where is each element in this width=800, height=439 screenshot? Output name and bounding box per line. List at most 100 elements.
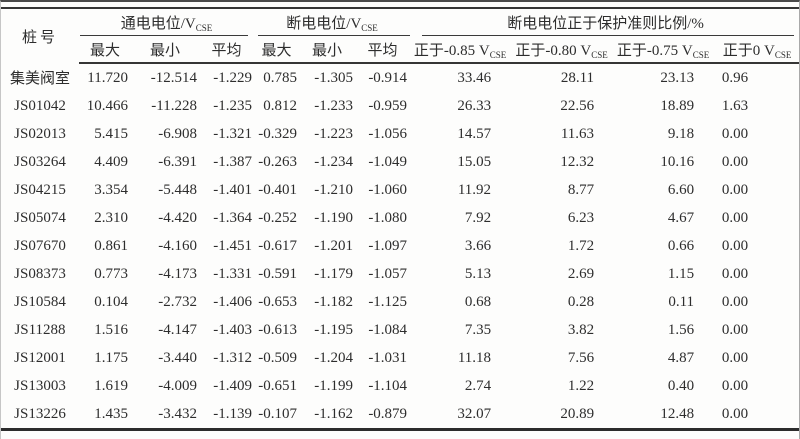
value-cell: 0.773 <box>94 265 128 282</box>
value-cell: 1.72 <box>567 237 595 254</box>
value-cell: 20.89 <box>560 405 595 422</box>
value-cell: 6.60 <box>667 181 695 198</box>
col-header-ratio-080: 正于-0.80 VCSE <box>510 36 614 64</box>
value-cell: -1.125 <box>368 293 408 310</box>
pile-id-cell: JS08373 <box>14 265 66 282</box>
value-cell: 22.56 <box>560 97 595 114</box>
table-row: JS11288 1.516 -4.147 -1.403 -0.613 -1.195 -1.0… <box>1 316 799 344</box>
col-header-off-min: 最小 <box>299 36 356 64</box>
cse-subscript: CSE <box>591 49 608 60</box>
value-cell: 1.516 <box>94 321 128 338</box>
pile-id-cell: JS13226 <box>14 405 66 422</box>
value-cell: 12.32 <box>560 153 595 170</box>
value-cell: 1.63 <box>721 97 749 114</box>
cse-subscript: CSE <box>195 23 213 33</box>
value-cell: 0.00 <box>721 125 749 142</box>
value-cell: 2.310 <box>94 209 128 226</box>
value-cell: 15.05 <box>457 153 492 170</box>
value-cell: -1.199 <box>314 377 354 394</box>
value-cell: 33.46 <box>457 69 492 86</box>
cse-subscript: CSE <box>774 49 792 60</box>
table-row: JS10584 0.104 -2.732 -1.406 -0.653 -1.182 -1.1… <box>1 288 799 316</box>
col-header-ratio-0: 正于0 VCSE <box>713 36 799 64</box>
value-cell: 4.87 <box>667 349 695 366</box>
value-cell: 0.785 <box>263 69 298 86</box>
pile-id-column-header: 桩号 <box>21 29 58 46</box>
value-cell: -0.617 <box>258 237 298 254</box>
value-cell: 9.18 <box>667 125 695 142</box>
value-cell: -0.263 <box>258 153 298 170</box>
pile-id-cell: JS05074 <box>14 209 66 226</box>
table-row: JS05074 2.310 -4.420 -1.364 -0.252 -1.190 -1.0… <box>1 204 799 232</box>
off-potential-group-header: 断电电位/VCSE <box>254 8 411 36</box>
value-cell: -5.448 <box>158 181 197 198</box>
value-cell: -1.031 <box>368 349 408 366</box>
table-row: JS07670 0.861 -4.160 -1.451 -0.617 -1.201 -1.0… <box>1 232 799 260</box>
value-cell: -4.173 <box>158 265 197 282</box>
value-cell: -1.451 <box>213 237 253 254</box>
value-cell: -4.147 <box>158 321 197 338</box>
value-cell: 8.77 <box>567 181 595 198</box>
value-cell: -1.331 <box>213 265 253 282</box>
on-potential-label: 通电电位/V <box>120 16 196 32</box>
value-cell: 0.11 <box>668 293 695 310</box>
value-cell: 26.33 <box>457 97 492 114</box>
value-cell: -0.613 <box>258 321 298 338</box>
value-cell: 2.74 <box>464 377 492 394</box>
value-cell: 5.415 <box>94 125 128 142</box>
value-cell: -6.908 <box>158 125 197 142</box>
value-cell: -0.914 <box>368 69 408 86</box>
value-cell: 0.00 <box>721 293 749 310</box>
value-cell: -1.406 <box>213 293 253 310</box>
value-cell: -1.190 <box>314 209 354 226</box>
potential-data-table: 桩号 通电电位/VCSE 断电电位/VCSE 断电电位正于保护准则比例/% 最大… <box>1 7 799 431</box>
value-cell: -4.160 <box>158 237 197 254</box>
criterion-ratio-group-header: 断电电位正于保护准则比例/% <box>410 8 799 36</box>
value-cell: 7.56 <box>567 349 595 366</box>
value-cell: 3.82 <box>567 321 595 338</box>
criterion-ratio-label: 断电电位正于保护准则比例/% <box>507 16 704 32</box>
value-cell: -1.195 <box>314 321 354 338</box>
value-cell: 7.92 <box>464 209 492 226</box>
value-cell: 1.619 <box>94 377 128 394</box>
pile-id-cell: JS13003 <box>14 377 66 394</box>
pile-id-cell: JS10584 <box>14 293 66 310</box>
pile-id-cell: JS07670 <box>14 237 66 254</box>
value-cell: -1.305 <box>314 69 354 86</box>
value-cell: 6.23 <box>567 209 595 226</box>
value-cell: -1.056 <box>368 125 408 142</box>
cse-subscript: CSE <box>489 49 507 60</box>
value-cell: -1.229 <box>213 69 253 86</box>
value-cell: 11.63 <box>560 125 595 142</box>
value-cell: -1.084 <box>368 321 408 338</box>
value-cell: -0.107 <box>258 405 298 422</box>
pile-id-cell: JS11288 <box>14 321 66 338</box>
value-cell: 0.96 <box>721 69 749 86</box>
col-header-on-avg: 平均 <box>199 36 255 64</box>
value-cell: 0.66 <box>667 237 695 254</box>
value-cell: -1.321 <box>213 125 253 142</box>
value-cell: 10.466 <box>86 97 128 114</box>
value-cell: 32.07 <box>457 405 492 422</box>
value-cell: 18.89 <box>660 97 695 114</box>
value-cell: 0.861 <box>94 237 128 254</box>
value-cell: -3.440 <box>158 349 197 366</box>
table-row: JS12001 1.175 -3.440 -1.312 -0.509 -1.204 -1.0… <box>1 344 799 372</box>
value-cell: -1.235 <box>213 97 253 114</box>
col-header-on-min: 最小 <box>131 36 199 64</box>
value-cell: 0.104 <box>94 293 128 310</box>
value-cell: -1.060 <box>368 181 408 198</box>
value-cell: -0.651 <box>258 377 298 394</box>
off-potential-label: 断电电位/V <box>286 16 362 32</box>
value-cell: 1.435 <box>94 405 128 422</box>
value-cell: -1.234 <box>314 153 354 170</box>
table-row: 集美阀室 11.720 -12.514 -1.229 0.785 -1.305 -0.914… <box>1 63 799 92</box>
cse-subscript: CSE <box>361 23 378 33</box>
value-cell: -1.104 <box>368 377 408 394</box>
value-cell: 4.67 <box>667 209 695 226</box>
value-cell: -4.420 <box>158 209 197 226</box>
table-body: 集美阀室 11.720 -12.514 -1.229 0.785 -1.305 -0.914… <box>1 63 799 430</box>
value-cell: 23.13 <box>660 69 695 86</box>
value-cell: -0.509 <box>258 349 298 366</box>
